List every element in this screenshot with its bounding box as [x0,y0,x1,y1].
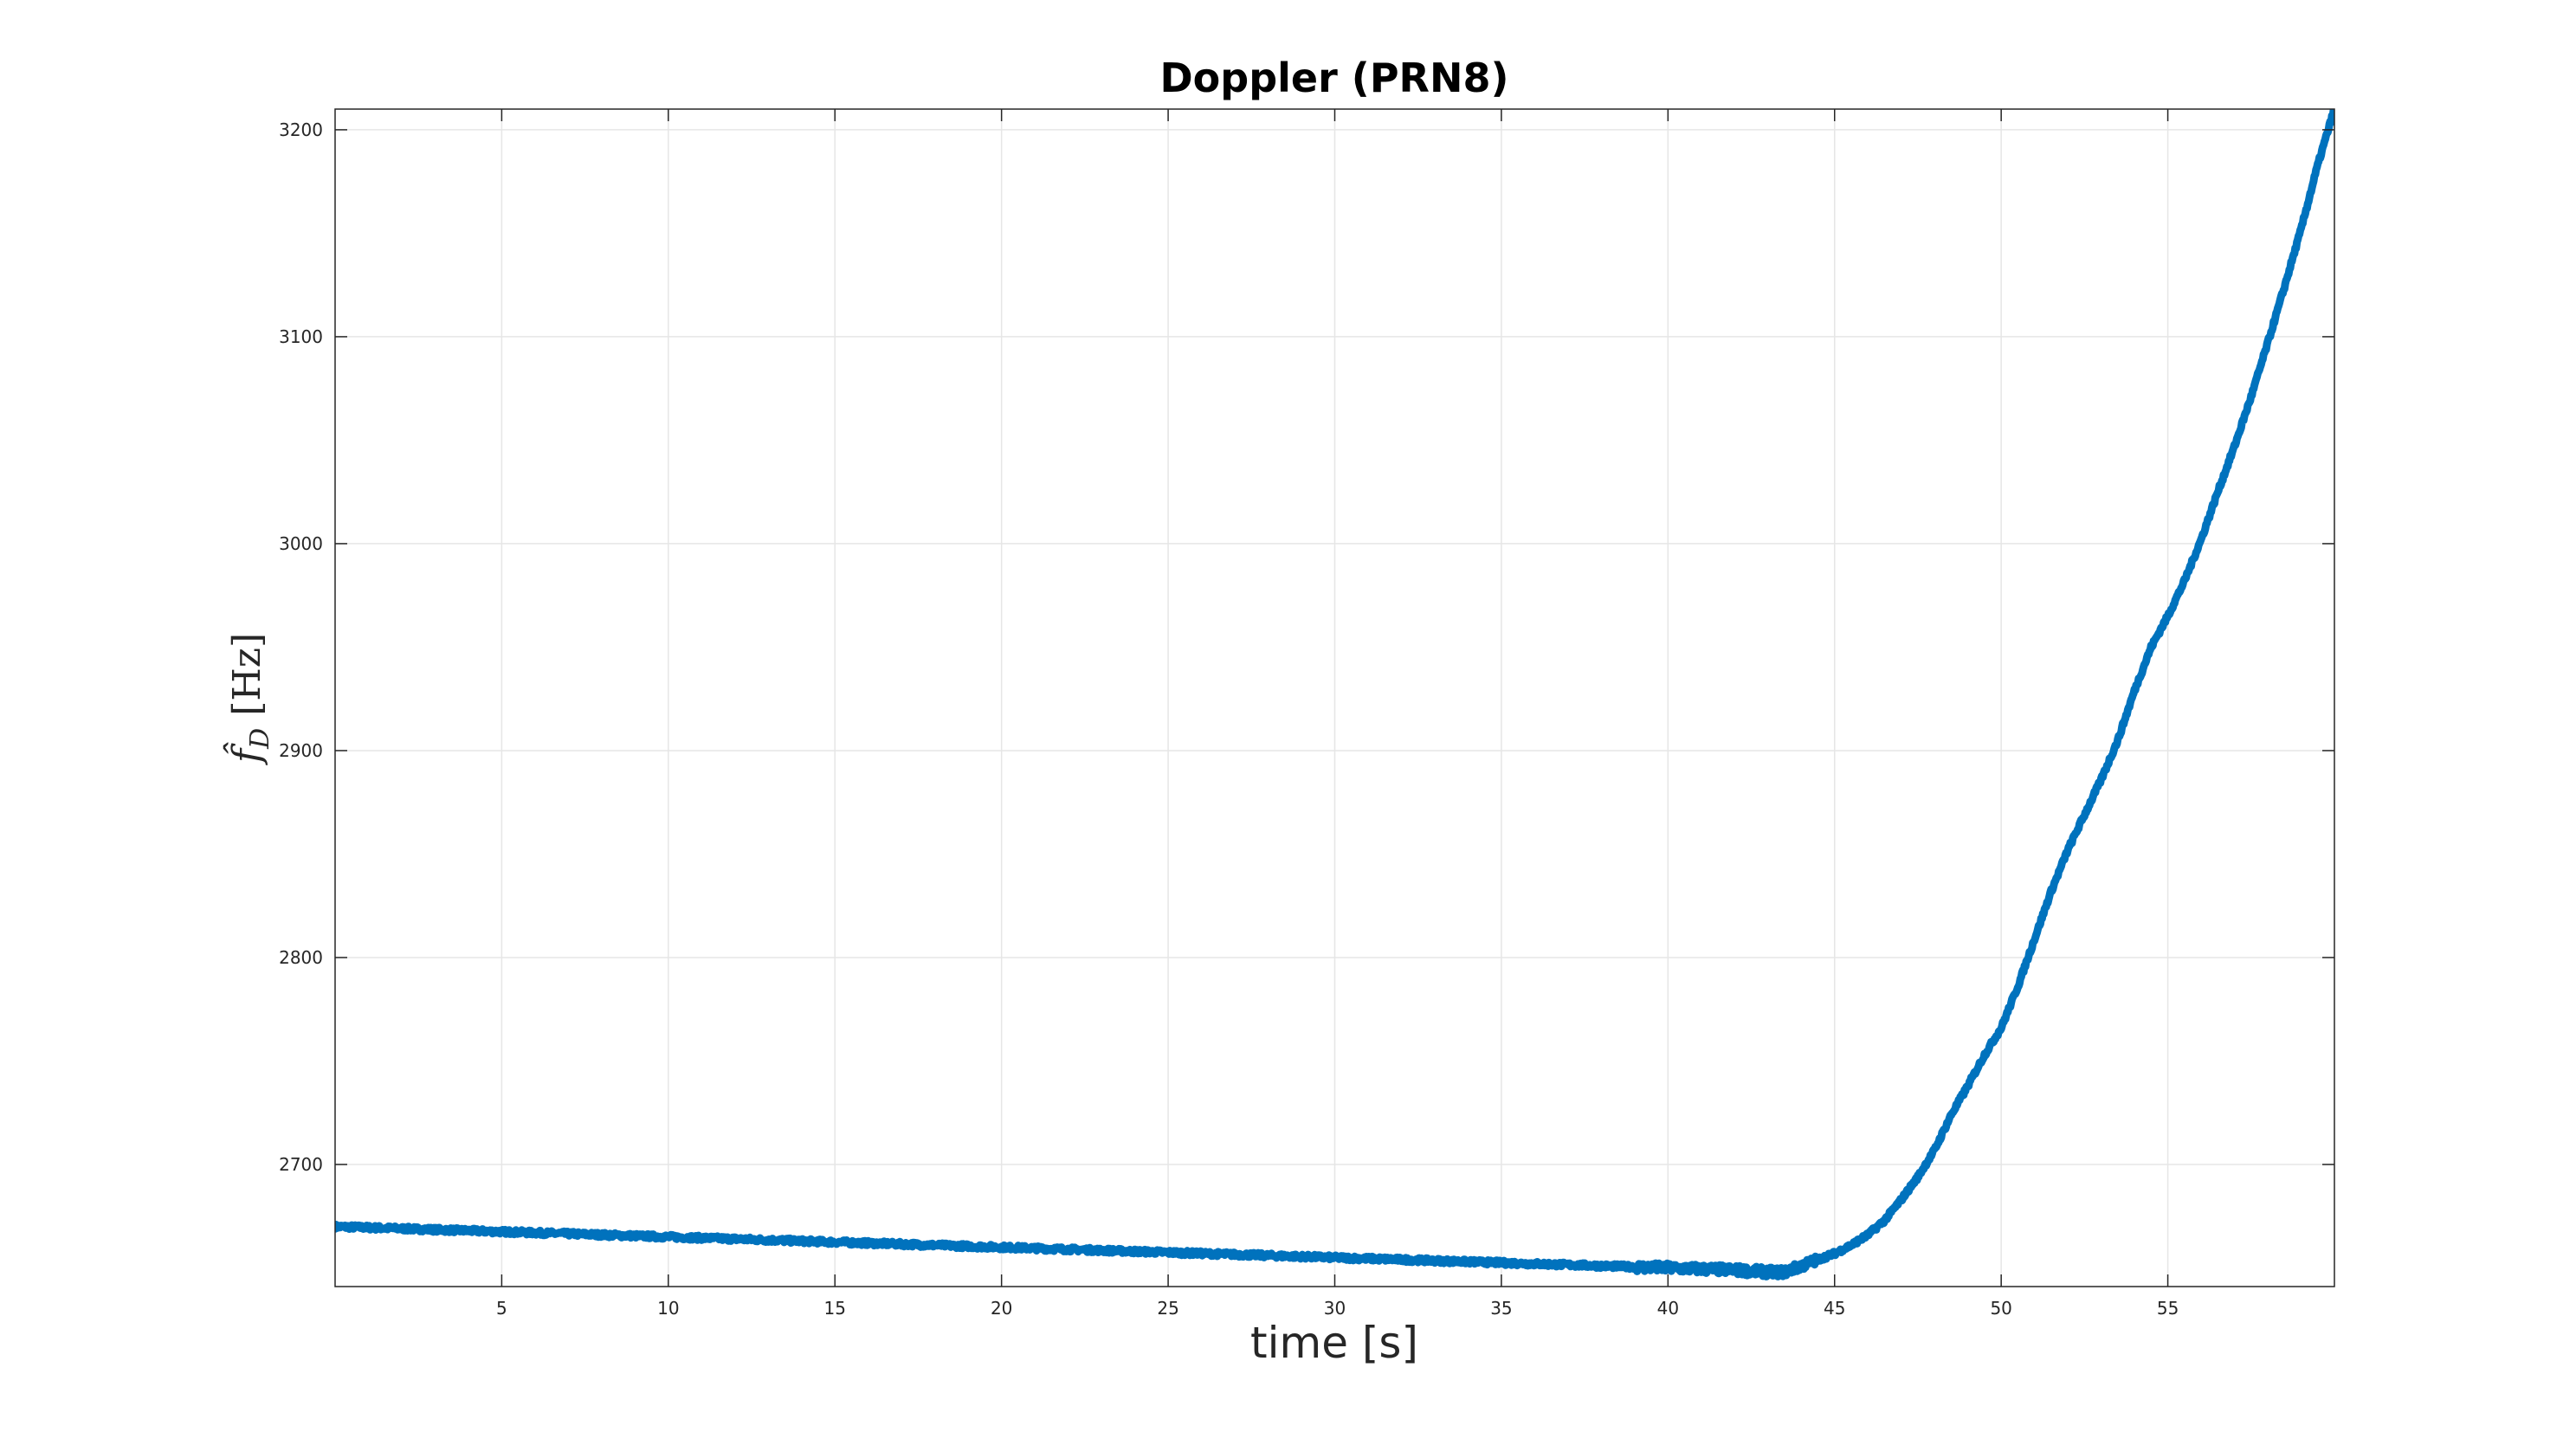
x-tick-label: 55 [2157,1298,2179,1319]
x-tick-label: 10 [657,1298,679,1319]
svg-text:f̂D[Hz]: f̂D[Hz] [222,633,275,765]
series-layer [335,109,2334,1281]
y-tick-label: 3100 [279,326,323,347]
x-tick-label: 5 [496,1298,507,1319]
chart-title: Doppler (PRN8) [1160,55,1509,101]
y-tick-label: 2800 [279,947,323,968]
y-tick-label: 2900 [279,740,323,761]
x-tick-label: 25 [1157,1298,1178,1319]
y-tick-labels: 2700 2800 2900 3000 3100 3200 [279,119,323,1175]
x-tick-label: 50 [1990,1298,2011,1319]
y-tick-label: 2700 [279,1154,323,1175]
x-tick-label: 20 [991,1298,1012,1319]
y-tick-label: 3200 [279,119,323,140]
x-tick-label: 40 [1657,1298,1679,1319]
y-axis-label-unit: [Hz] [225,633,269,716]
x-tick-label: 45 [1824,1298,1845,1319]
x-tick-label: 30 [1324,1298,1346,1319]
x-tick-label: 15 [824,1298,846,1319]
y-axis-label-subscript: D [245,728,275,750]
doppler-series-line [335,109,2334,1281]
grid-lines [335,109,2334,1287]
y-tick-label: 3000 [279,533,323,554]
y-axis-label: f̂D[Hz] [222,633,275,765]
tick-marks [335,109,2334,1287]
x-tick-labels: 5 10 15 20 25 30 35 40 45 50 55 [496,1298,2179,1319]
x-tick-label: 35 [1490,1298,1512,1319]
x-axis-label: time [s] [1250,1318,1418,1368]
